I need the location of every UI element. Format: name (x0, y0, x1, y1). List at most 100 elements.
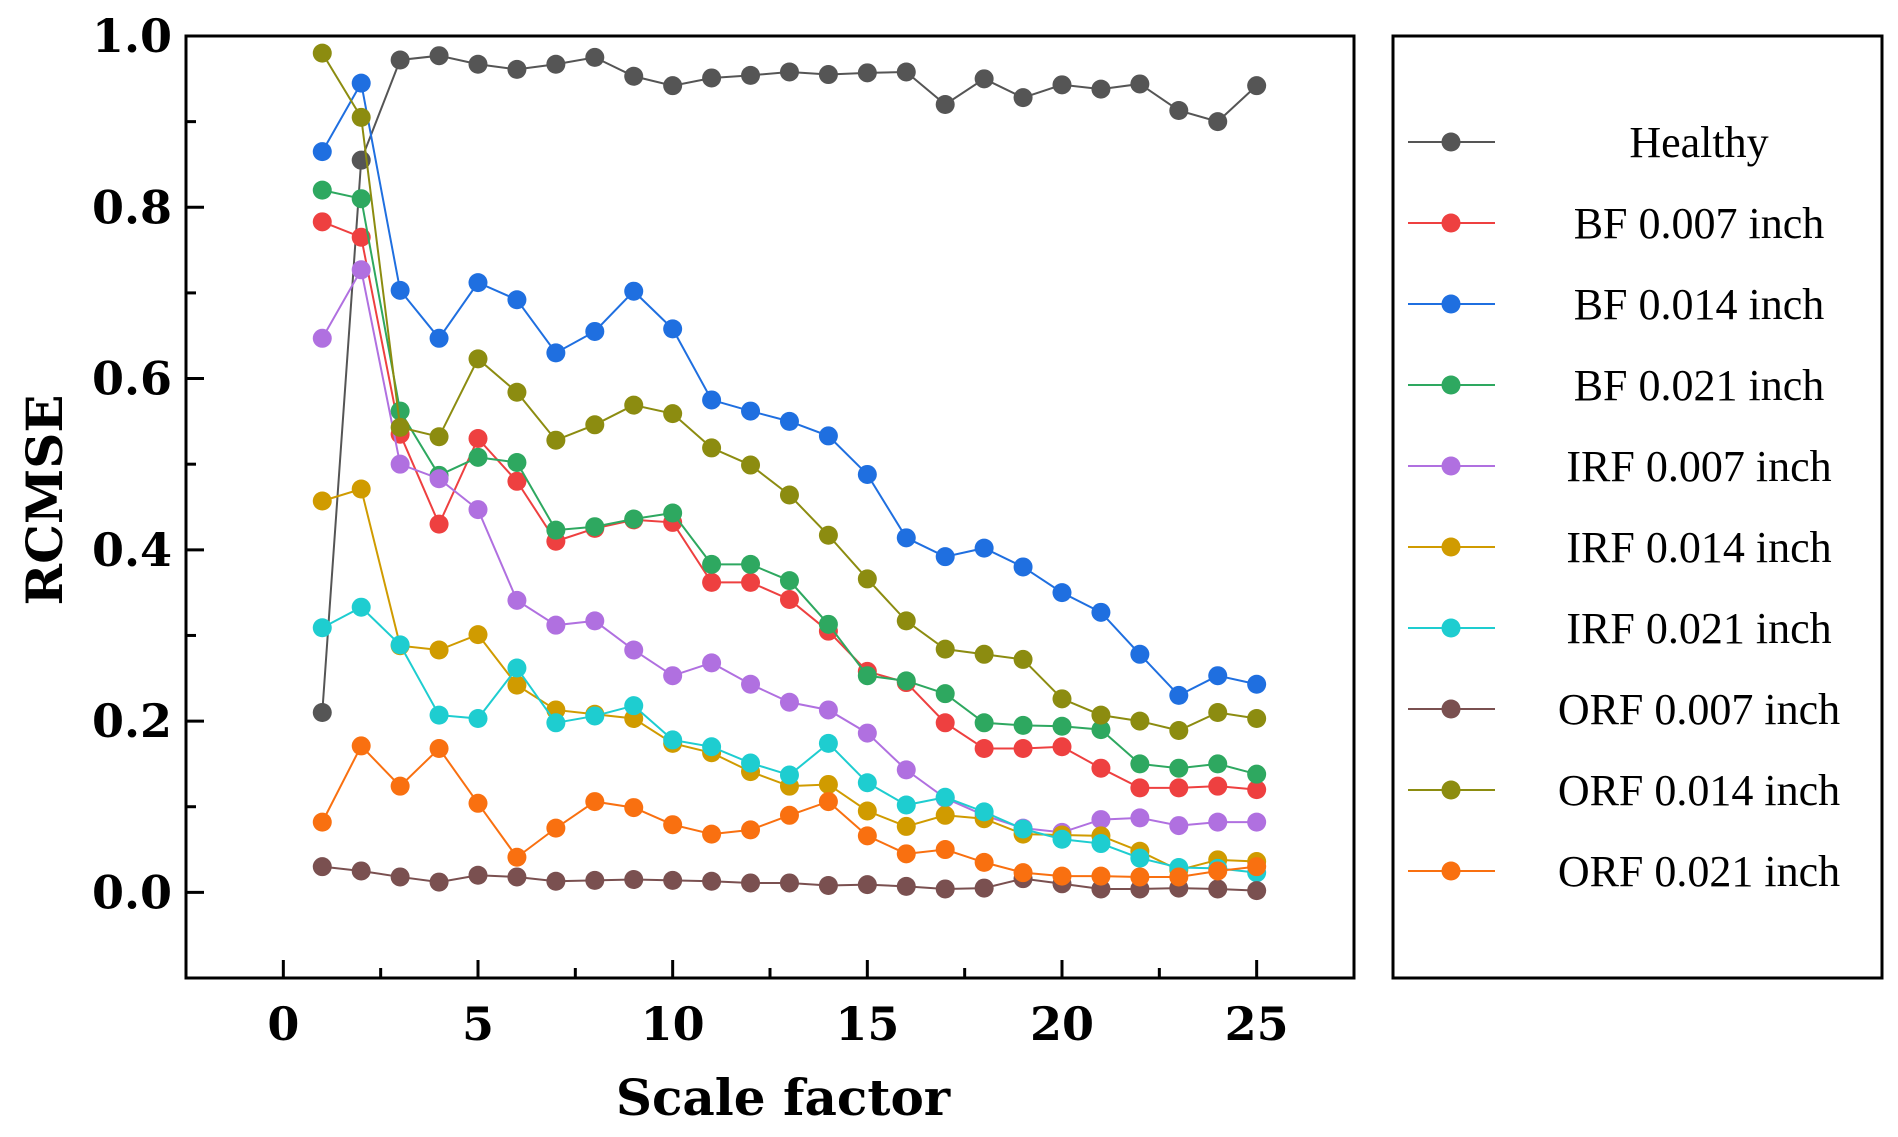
legend-marker (1441, 132, 1461, 152)
data-point (1130, 754, 1150, 774)
data-point (1208, 861, 1228, 881)
data-point (702, 824, 722, 844)
data-point (468, 709, 488, 729)
data-point (1130, 867, 1150, 887)
data-point (312, 812, 332, 832)
data-point (585, 706, 605, 726)
legend-label: BF 0.014 inch (1574, 280, 1825, 329)
series-6 (312, 597, 1267, 883)
legend-box (1391, 34, 1884, 980)
data-point (857, 464, 877, 484)
data-point (1208, 754, 1228, 774)
data-point (663, 730, 683, 750)
data-point (546, 871, 566, 891)
data-point (507, 590, 527, 610)
x-tick-label: 25 (1225, 997, 1289, 1051)
data-point (1169, 778, 1189, 798)
axes: 0 5 10 15 20 25 0.0 0.2 0.4 0.6 0.8 1.0 (92, 9, 1356, 1051)
data-point (974, 802, 994, 822)
data-point (1247, 812, 1267, 832)
data-point (312, 618, 332, 638)
x-tick-label: 5 (462, 997, 494, 1051)
data-point (818, 614, 838, 634)
legend-entry-5: IRF 0.014 inch (1408, 523, 1832, 572)
data-point (351, 597, 371, 617)
legend-entry-9: ORF 0.021 inch (1408, 847, 1840, 896)
data-point (896, 795, 916, 815)
data-point (585, 321, 605, 341)
data-point (507, 59, 527, 79)
data-point (818, 700, 838, 720)
data-point (468, 500, 488, 520)
data-point (1247, 76, 1267, 96)
data-point (390, 417, 410, 437)
data-point (1247, 709, 1267, 729)
data-point (507, 658, 527, 678)
data-point (741, 873, 761, 893)
legend-entry-4: IRF 0.007 inch (1408, 442, 1832, 491)
data-point (857, 826, 877, 846)
legend-marker (1441, 537, 1461, 557)
data-point (974, 644, 994, 664)
data-point (1052, 866, 1072, 886)
data-point (312, 491, 332, 511)
data-point (1169, 758, 1189, 778)
data-point (935, 639, 955, 659)
data-point (702, 871, 722, 891)
data-point (624, 870, 644, 890)
data-point (896, 760, 916, 780)
data-point (935, 684, 955, 704)
data-point (429, 705, 449, 725)
series-0 (312, 46, 1267, 723)
data-point (702, 68, 722, 88)
data-point (1052, 75, 1072, 95)
data-point (1013, 557, 1033, 577)
data-point (546, 520, 566, 540)
data-point (779, 873, 799, 893)
data-point (1052, 583, 1072, 603)
data-point (351, 107, 371, 127)
data-point (702, 653, 722, 673)
data-point (818, 774, 838, 794)
series-line (321, 54, 1258, 713)
data-point (741, 455, 761, 475)
legend-label: IRF 0.021 inch (1566, 604, 1831, 653)
legend-entry-3: BF 0.021 inch (1408, 361, 1824, 410)
data-point (702, 572, 722, 592)
data-point (779, 805, 799, 825)
data-point (663, 404, 683, 424)
data-point (1130, 711, 1150, 731)
data-point (390, 867, 410, 887)
data-point (702, 390, 722, 410)
data-point (546, 54, 566, 74)
data-point (1091, 758, 1111, 778)
data-point (1169, 867, 1189, 887)
data-point (974, 738, 994, 758)
legend-label: Healthy (1629, 118, 1768, 167)
data-point (1247, 857, 1267, 877)
series-2 (312, 73, 1267, 705)
y-tick-label: 0.6 (92, 352, 172, 406)
data-point (857, 666, 877, 686)
data-point (702, 438, 722, 458)
legend-entry-6: IRF 0.021 inch (1408, 604, 1832, 653)
data-point (429, 872, 449, 892)
data-point (1013, 649, 1033, 669)
data-point (351, 479, 371, 499)
data-point (741, 820, 761, 840)
data-point (624, 281, 644, 301)
data-point (1091, 602, 1111, 622)
data-point (351, 189, 371, 209)
data-point (312, 857, 332, 877)
data-point (974, 852, 994, 872)
plot-frame (184, 34, 1356, 980)
data-point (896, 671, 916, 691)
data-point (1091, 705, 1111, 725)
data-point (429, 469, 449, 489)
data-point (390, 280, 410, 300)
data-point (1130, 848, 1150, 868)
data-point (741, 753, 761, 773)
x-tick-label: 0 (267, 997, 299, 1051)
data-point (1208, 703, 1228, 723)
data-point (351, 260, 371, 280)
